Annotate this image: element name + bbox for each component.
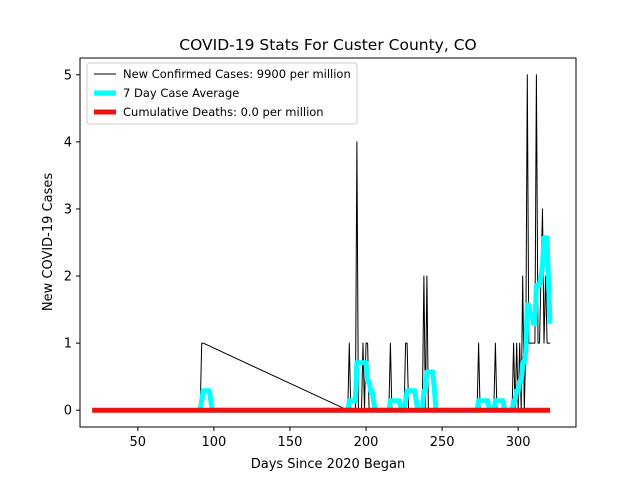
x-tick-label: 150 [278, 435, 303, 450]
x-tick-label: 300 [506, 435, 531, 450]
y-tick-label: 0 [64, 404, 72, 419]
legend-label-new-cases: New Confirmed Cases: 9900 per million [123, 67, 351, 81]
legend: New Confirmed Cases: 9900 per million 7 … [86, 62, 358, 125]
x-axis: 50 100 150 200 250 300 [130, 427, 531, 450]
chart-title: COVID-19 Stats For Custer County, CO [179, 36, 476, 54]
y-axis-label: New COVID-19 Cases [41, 173, 56, 311]
series-7day-average-line [197, 235, 553, 413]
series-layer [92, 74, 553, 413]
y-tick-label: 3 [64, 202, 72, 217]
x-tick-label: 200 [354, 435, 379, 450]
x-tick-label: 50 [130, 435, 147, 450]
x-tick-label: 100 [201, 435, 226, 450]
y-tick-label: 2 [64, 270, 72, 285]
x-tick-label: 250 [430, 435, 455, 450]
legend-label-cumulative-deaths: Cumulative Deaths: 0.0 per million [123, 105, 324, 119]
x-axis-label: Days Since 2020 Began [251, 457, 406, 472]
legend-box [86, 62, 358, 125]
y-tick-label: 1 [64, 337, 72, 352]
plot-frame [79, 57, 577, 428]
legend-label-7day-average: 7 Day Case Average [123, 86, 239, 100]
y-tick-label: 5 [64, 68, 72, 83]
y-axis: 0 1 2 3 4 5 [64, 68, 80, 419]
y-tick-label: 4 [64, 135, 72, 150]
